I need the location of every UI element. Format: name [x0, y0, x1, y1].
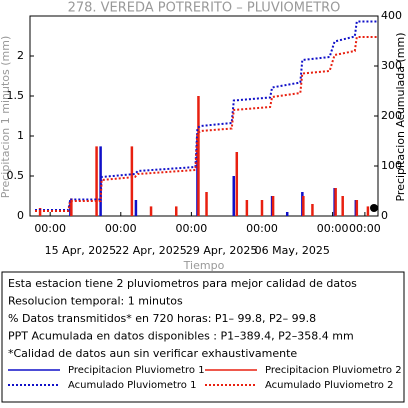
accumulated-line: [35, 36, 378, 212]
legend-label: Precipitacion Pluviometro 2: [265, 365, 402, 376]
note-line: Esta estacion tiene 2 pluviometros para …: [8, 277, 357, 290]
x-tick-label: 00:00: [349, 222, 381, 235]
x-tick-label: 00:00: [176, 222, 208, 235]
note-line: *Calidad de datos aun sin verificar exha…: [8, 347, 297, 360]
y-tick-label: 1: [17, 129, 24, 142]
y-axis-label: Precipitacion 1 minutos (mm): [0, 36, 12, 198]
legend-label: Acumulado Pluviometro 2: [265, 380, 393, 391]
x-tick-label: 00:00: [105, 222, 137, 235]
x-date-label: 22 Apr, 2025: [115, 244, 187, 257]
plot-frame: [29, 15, 379, 217]
y2-axis-label: Precipitacion Acumulada (mm): [394, 32, 407, 201]
x-tick-label: 00:00: [317, 222, 349, 235]
y2-tick-label: 200: [381, 109, 402, 122]
x-axis-label: Tiempo: [183, 259, 225, 272]
legend-label: Acumulado Pluviometro 1: [68, 380, 196, 391]
x-tick-label: 00:00: [34, 222, 66, 235]
note-line: % Datos transmitidos* en 720 horas: P1– …: [8, 312, 316, 325]
axis-marker: [370, 204, 378, 212]
y-tick-label: 0.5: [7, 169, 25, 182]
x-date-label: 15 Apr, 2025: [45, 244, 117, 257]
x-tick-label: 00:00: [246, 222, 278, 235]
legend-box: [1, 271, 405, 403]
x-date-label: 06 May, 2025: [255, 244, 330, 257]
x-date-label: 29 Apr, 2025: [186, 244, 258, 257]
note-line: Resolucion temporal: 1 minutos: [8, 295, 183, 308]
note-line: PPT Acumulada en datos disponibles : P1–…: [8, 330, 354, 343]
y2-tick-label: 400: [381, 9, 402, 22]
y-tick-label: 0: [17, 209, 24, 222]
y2-tick-label: 100: [381, 159, 402, 172]
y2-tick-label: 0: [381, 209, 388, 222]
chart-title: 278. VEREDA POTRERITO – PLUVIOMETRO: [68, 1, 341, 16]
accumulated-line: [35, 20, 378, 211]
y2-tick-label: 300: [381, 59, 402, 72]
y-tick-label: 2: [17, 49, 24, 62]
legend-label: Precipitacion Pluviometro 1: [68, 365, 205, 376]
y-tick-label: 1.5: [7, 89, 25, 102]
